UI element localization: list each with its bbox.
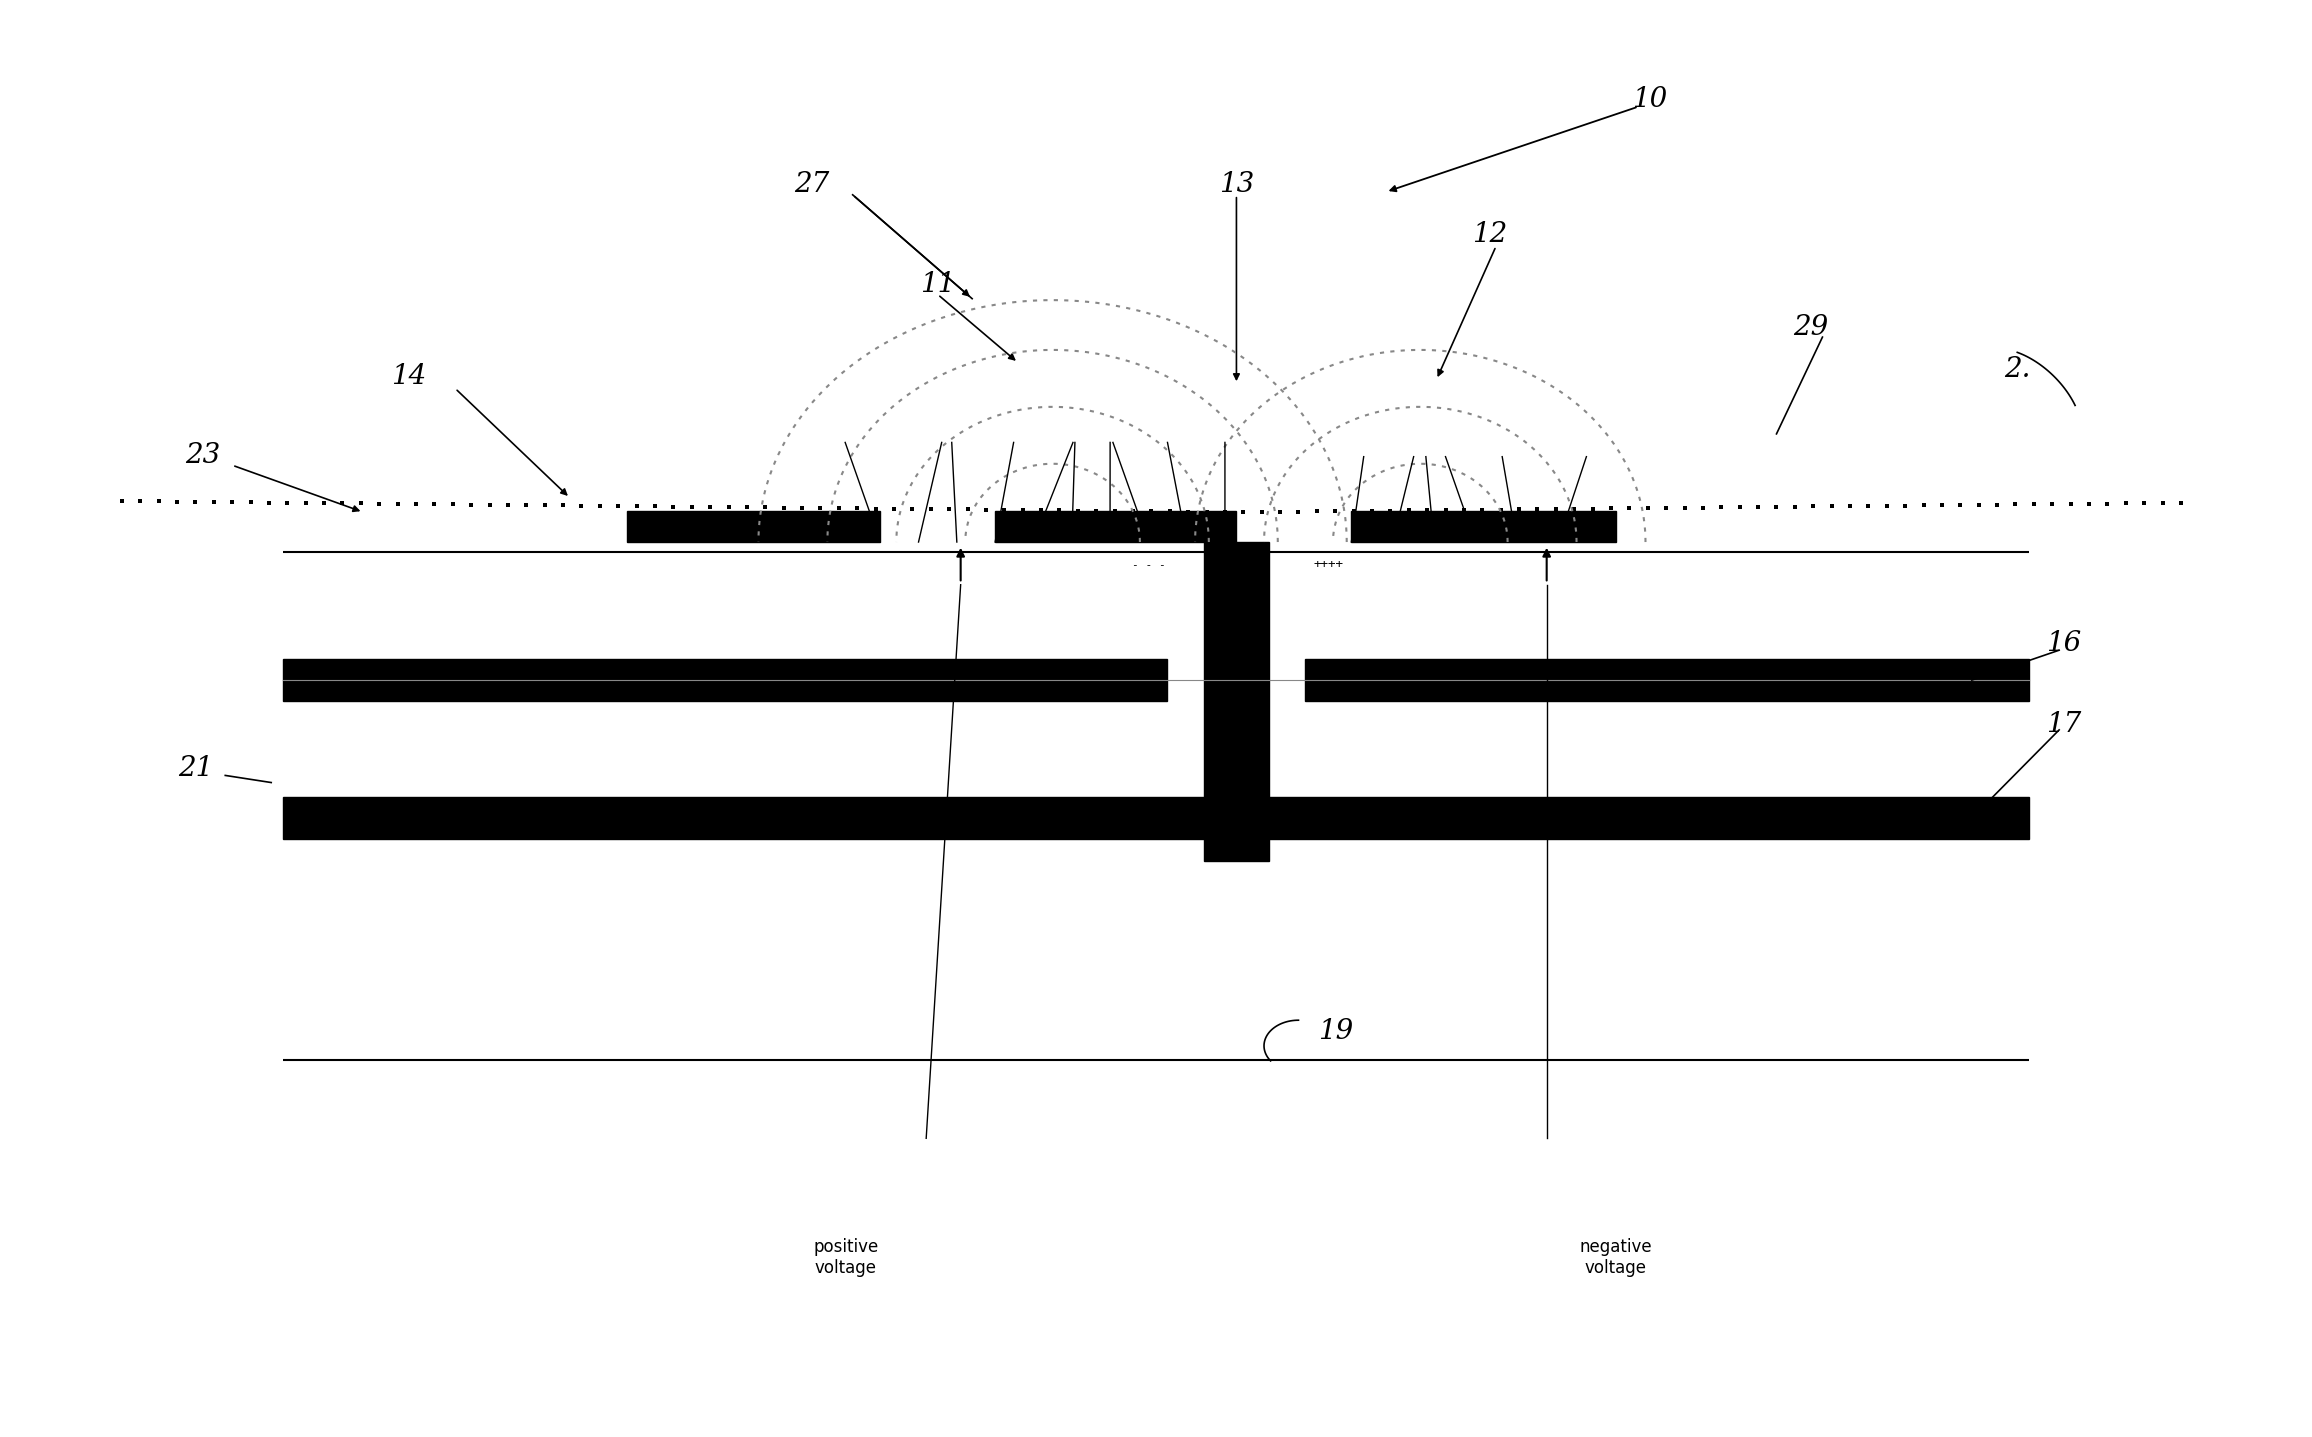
Text: 11: 11 <box>920 272 955 297</box>
Text: - - -: - - - <box>1133 560 1165 570</box>
Bar <box>1306 658 2030 701</box>
Bar <box>282 796 2030 839</box>
Text: 2.: 2. <box>2005 356 2030 384</box>
Text: 12: 12 <box>1473 221 1507 249</box>
Text: 21: 21 <box>178 754 213 782</box>
Bar <box>282 658 1168 701</box>
Text: 23: 23 <box>185 441 220 468</box>
Text: ++++: ++++ <box>1313 559 1343 572</box>
Text: negative
voltage: negative voltage <box>1579 1237 1653 1276</box>
Text: 19: 19 <box>1318 1017 1353 1045</box>
Bar <box>1205 542 1269 861</box>
Bar <box>994 510 1237 542</box>
Text: 29: 29 <box>1794 313 1829 341</box>
Bar <box>1350 510 1616 542</box>
Text: 10: 10 <box>1632 86 1667 114</box>
Text: positive
voltage: positive voltage <box>814 1237 879 1276</box>
Text: 13: 13 <box>1218 171 1253 198</box>
Bar <box>627 510 881 542</box>
Text: 16: 16 <box>2046 629 2081 657</box>
Text: 14: 14 <box>391 364 428 391</box>
Text: 27: 27 <box>793 171 830 198</box>
Text: 17: 17 <box>2046 711 2081 737</box>
